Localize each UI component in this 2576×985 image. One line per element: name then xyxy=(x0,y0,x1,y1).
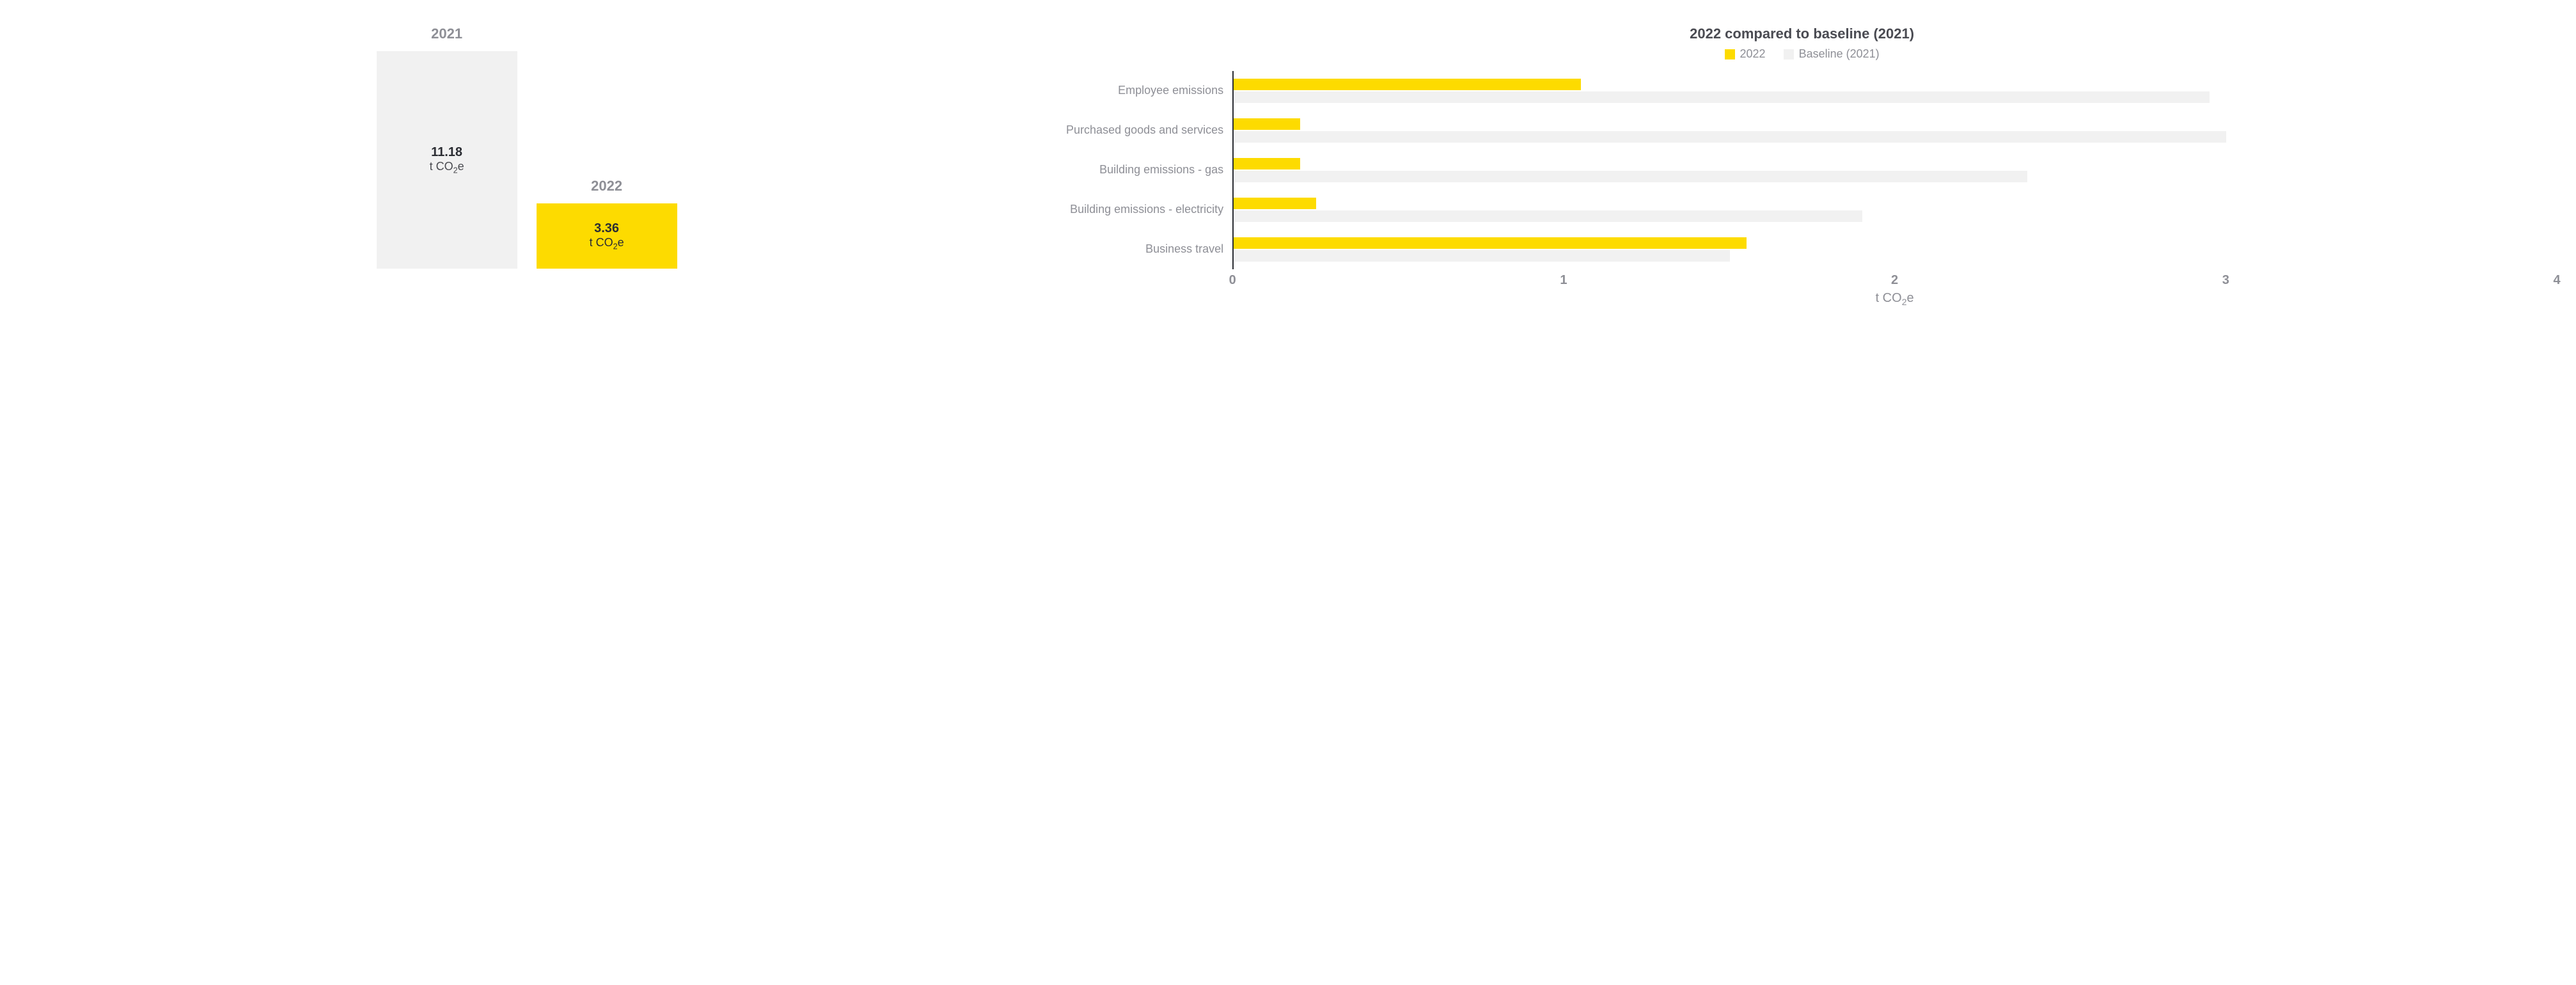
totals-panel: 202111.18t CO2e20223.36t CO2e xyxy=(19,26,1034,307)
x-axis-ticks: 0 1 2 3 4 xyxy=(1232,273,2557,288)
category-label: Employee emissions xyxy=(1047,71,1232,111)
legend-label: Baseline (2021) xyxy=(1799,47,1880,61)
chart-title: 2022 compared to baseline (2021) xyxy=(1047,26,2557,42)
category-labels: Employee emissionsPurchased goods and se… xyxy=(1047,71,1232,269)
category-label: Building emissions - gas xyxy=(1047,150,1232,190)
legend-item: Baseline (2021) xyxy=(1784,47,1880,61)
bar-baseline xyxy=(1234,131,2226,143)
total-block-unit: t CO2e xyxy=(590,236,624,251)
comparison-chart: 2022 compared to baseline (2021) 2022 Bas… xyxy=(1034,26,2557,307)
x-tick: 4 xyxy=(2553,273,2560,288)
chart-row xyxy=(1234,150,2557,190)
x-tick: 3 xyxy=(2222,273,2229,288)
x-axis: 0 1 2 3 4 t CO2e xyxy=(1047,273,2557,307)
total-block-year: 2022 xyxy=(591,178,622,194)
total-block-value: 3.36 xyxy=(594,221,619,236)
total-block-body: 11.18t CO2e xyxy=(377,51,517,269)
legend-item: 2022 xyxy=(1725,47,1766,61)
legend-swatch xyxy=(1784,49,1794,59)
page-root: 202111.18t CO2e20223.36t CO2e 2022 compa… xyxy=(0,0,2576,320)
plot-area xyxy=(1232,71,2557,269)
bar-2022 xyxy=(1234,158,1300,169)
bar-baseline xyxy=(1234,91,2210,103)
legend-swatch xyxy=(1725,49,1735,59)
chart-row xyxy=(1234,111,2557,150)
bar-2022 xyxy=(1234,79,1581,90)
total-block-2021: 2021 11.18t CO2e xyxy=(377,26,517,269)
total-block-body: 3.36t CO2e xyxy=(537,203,677,269)
total-block-value: 11.18 xyxy=(431,145,462,160)
category-label: Purchased goods and services xyxy=(1047,111,1232,150)
x-tick: 1 xyxy=(1560,273,1567,288)
total-block-2022: 2022 3.36t CO2e xyxy=(537,178,677,269)
chart-row xyxy=(1234,230,2557,269)
total-block-unit: t CO2e xyxy=(430,160,464,175)
legend-label: 2022 xyxy=(1740,47,1766,61)
x-tick: 0 xyxy=(1229,273,1236,288)
bar-2022 xyxy=(1234,237,1747,249)
chart-area: Employee emissionsPurchased goods and se… xyxy=(1047,71,2557,269)
chart-row xyxy=(1234,71,2557,111)
bar-2022 xyxy=(1234,198,1316,209)
chart-row xyxy=(1234,190,2557,230)
bar-2022 xyxy=(1234,118,1300,130)
x-axis-label: t CO2e xyxy=(1232,291,2557,307)
total-block-year: 2021 xyxy=(431,26,462,42)
category-label: Business travel xyxy=(1047,230,1232,269)
bar-baseline xyxy=(1234,250,1730,262)
bar-baseline xyxy=(1234,171,2027,182)
x-tick: 2 xyxy=(1891,273,1898,288)
category-label: Building emissions - electricity xyxy=(1047,190,1232,230)
bar-baseline xyxy=(1234,210,1862,222)
chart-legend: 2022 Baseline (2021) xyxy=(1047,47,2557,61)
